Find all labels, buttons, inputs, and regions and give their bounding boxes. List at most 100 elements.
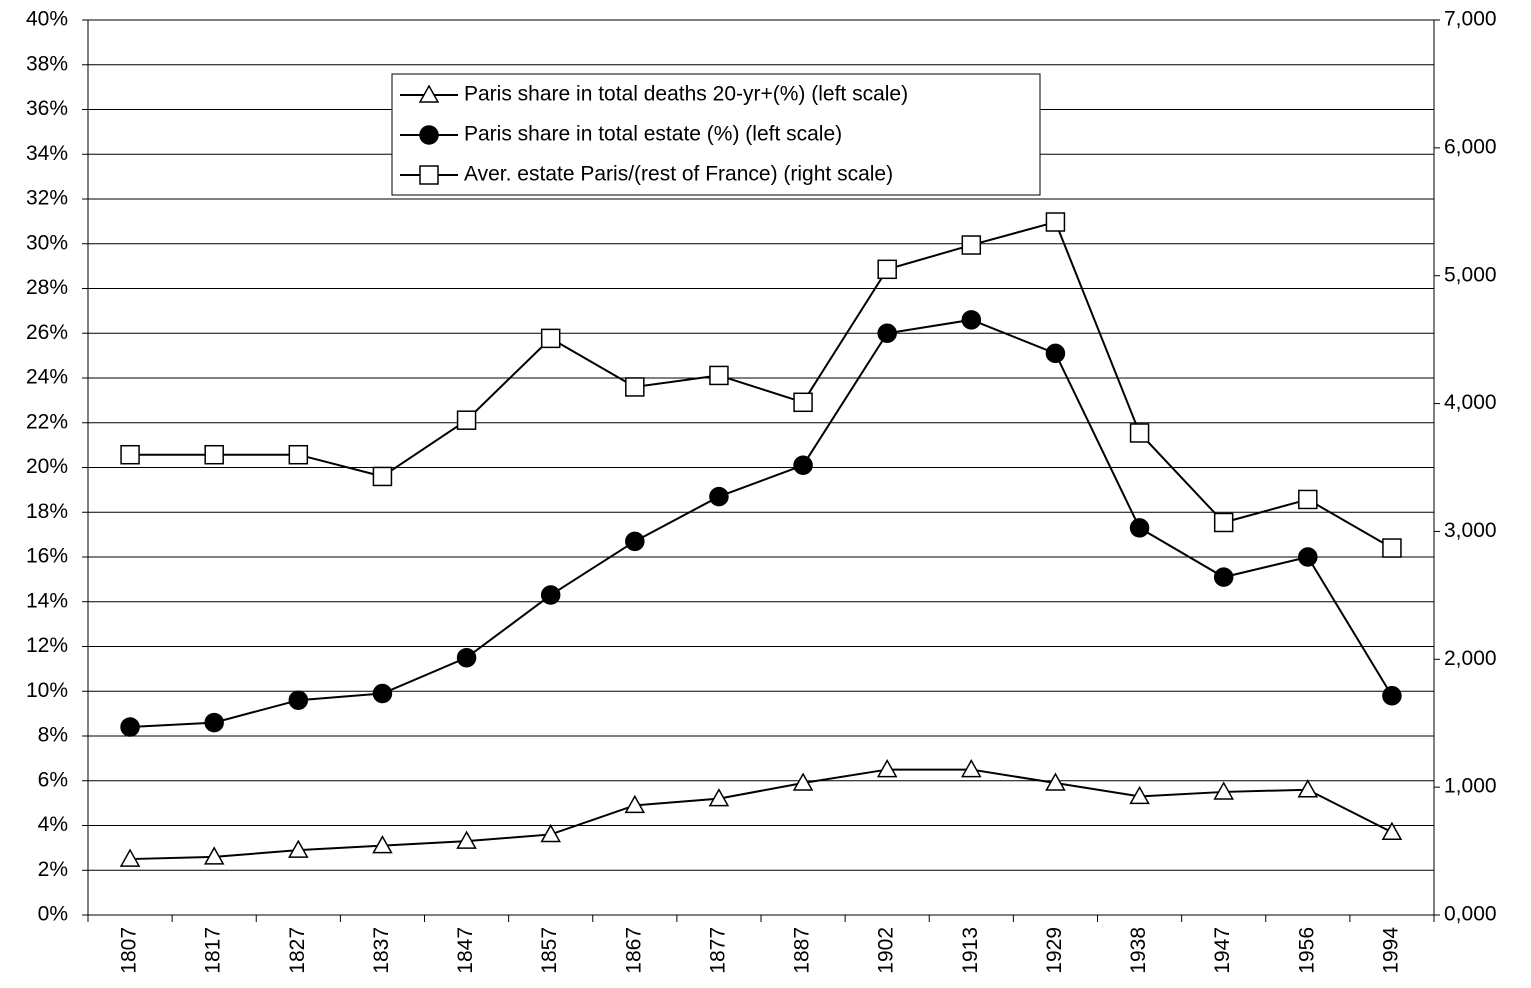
series-line	[130, 220, 1393, 549]
marker	[456, 410, 477, 430]
marker	[1297, 779, 1319, 798]
y-tick-label: 2%	[38, 858, 68, 881]
x-tick-label: 1827	[286, 927, 309, 974]
y-tick-label: 12%	[26, 634, 68, 657]
marker	[793, 455, 813, 476]
y2-tick-label: 0,000	[1444, 903, 1497, 926]
y2-tick-label: 4,000	[1444, 391, 1497, 414]
marker	[204, 712, 224, 733]
legend-marker	[418, 84, 440, 103]
marker	[625, 377, 645, 397]
x-tick-label: 1817	[202, 927, 225, 974]
marker	[372, 683, 393, 704]
x-tick-label: 1887	[791, 927, 814, 974]
y-tick-label: 32%	[26, 187, 68, 210]
y-tick-label: 36%	[26, 97, 68, 120]
marker	[1045, 212, 1066, 232]
marker	[203, 846, 225, 865]
y-tick-label: 24%	[26, 366, 68, 389]
marker	[1382, 538, 1402, 558]
marker	[1213, 512, 1234, 533]
y-tick-label: 6%	[38, 768, 68, 791]
y-tick-label: 14%	[26, 589, 68, 612]
marker	[1129, 518, 1150, 538]
legend-label: Paris share in total estate (%) (left sc…	[464, 123, 842, 146]
legend-box	[391, 73, 1041, 196]
x-tick-label: 1837	[370, 927, 393, 974]
y-tick-label: 28%	[26, 276, 68, 299]
x-tick-label: 1847	[454, 927, 477, 974]
marker	[456, 830, 477, 849]
marker	[877, 259, 897, 280]
y-tick-label: 0%	[38, 903, 68, 926]
series-line	[130, 768, 1393, 861]
marker	[792, 772, 814, 791]
marker	[1213, 781, 1234, 800]
marker	[1382, 685, 1402, 706]
x-tick-label: 1947	[1211, 927, 1234, 974]
y2-tick-label: 1,000	[1444, 775, 1497, 798]
marker	[372, 466, 393, 487]
y-tick-label: 8%	[38, 724, 68, 747]
y-tick-label: 40%	[26, 8, 68, 31]
y-tick-label: 38%	[26, 52, 68, 75]
legend-marker	[419, 125, 439, 145]
marker	[540, 328, 561, 349]
marker	[709, 486, 729, 507]
y2-tick-label: 5,000	[1444, 263, 1497, 286]
x-tick-label: 1956	[1295, 927, 1318, 974]
marker	[288, 444, 309, 465]
x-tick-label: 1877	[706, 927, 729, 974]
y2-tick-label: 6,000	[1444, 135, 1497, 158]
marker	[1298, 489, 1318, 510]
marker	[540, 585, 561, 605]
legend-marker	[419, 165, 439, 185]
x-tick-label: 1929	[1043, 927, 1066, 974]
y-tick-label: 16%	[26, 545, 68, 568]
x-tick-label: 1807	[118, 927, 141, 974]
marker	[625, 531, 645, 552]
y2-tick-label: 2,000	[1444, 647, 1497, 670]
series-line	[130, 318, 1393, 729]
marker	[456, 647, 477, 668]
y-tick-label: 20%	[26, 455, 68, 478]
x-tick-label: 1994	[1379, 927, 1402, 974]
marker	[876, 759, 898, 778]
y-tick-label: 10%	[26, 679, 68, 702]
marker	[624, 794, 646, 814]
marker	[1298, 547, 1318, 567]
x-tick-label: 1857	[538, 927, 561, 974]
marker	[1381, 821, 1403, 840]
x-tick-label: 1867	[622, 927, 645, 974]
marker	[1045, 343, 1066, 364]
y-tick-label: 18%	[26, 500, 68, 523]
marker	[288, 839, 309, 858]
marker	[372, 835, 393, 854]
x-tick-label: 1938	[1127, 927, 1150, 974]
marker	[119, 848, 141, 867]
marker	[120, 444, 140, 465]
marker	[288, 690, 309, 710]
marker	[1213, 567, 1234, 587]
marker	[204, 444, 224, 465]
marker	[540, 823, 561, 843]
marker	[877, 323, 897, 343]
y-tick-label: 34%	[26, 142, 68, 165]
marker	[708, 788, 730, 807]
marker	[120, 717, 140, 737]
y2-tick-label: 7,000	[1444, 8, 1497, 31]
legend-label: Paris share in total deaths 20-yr+(%) (l…	[464, 83, 908, 106]
marker	[961, 310, 982, 330]
x-tick-label: 1913	[959, 927, 982, 974]
marker	[1045, 772, 1066, 791]
marker	[1129, 785, 1150, 805]
marker	[961, 759, 982, 778]
y2-tick-label: 3,000	[1444, 519, 1497, 542]
y-tick-label: 22%	[26, 410, 68, 433]
marker	[1129, 423, 1150, 443]
marker	[793, 392, 813, 413]
x-tick-label: 1902	[875, 927, 898, 974]
y-tick-label: 4%	[38, 813, 68, 836]
y-tick-label: 30%	[26, 231, 68, 254]
